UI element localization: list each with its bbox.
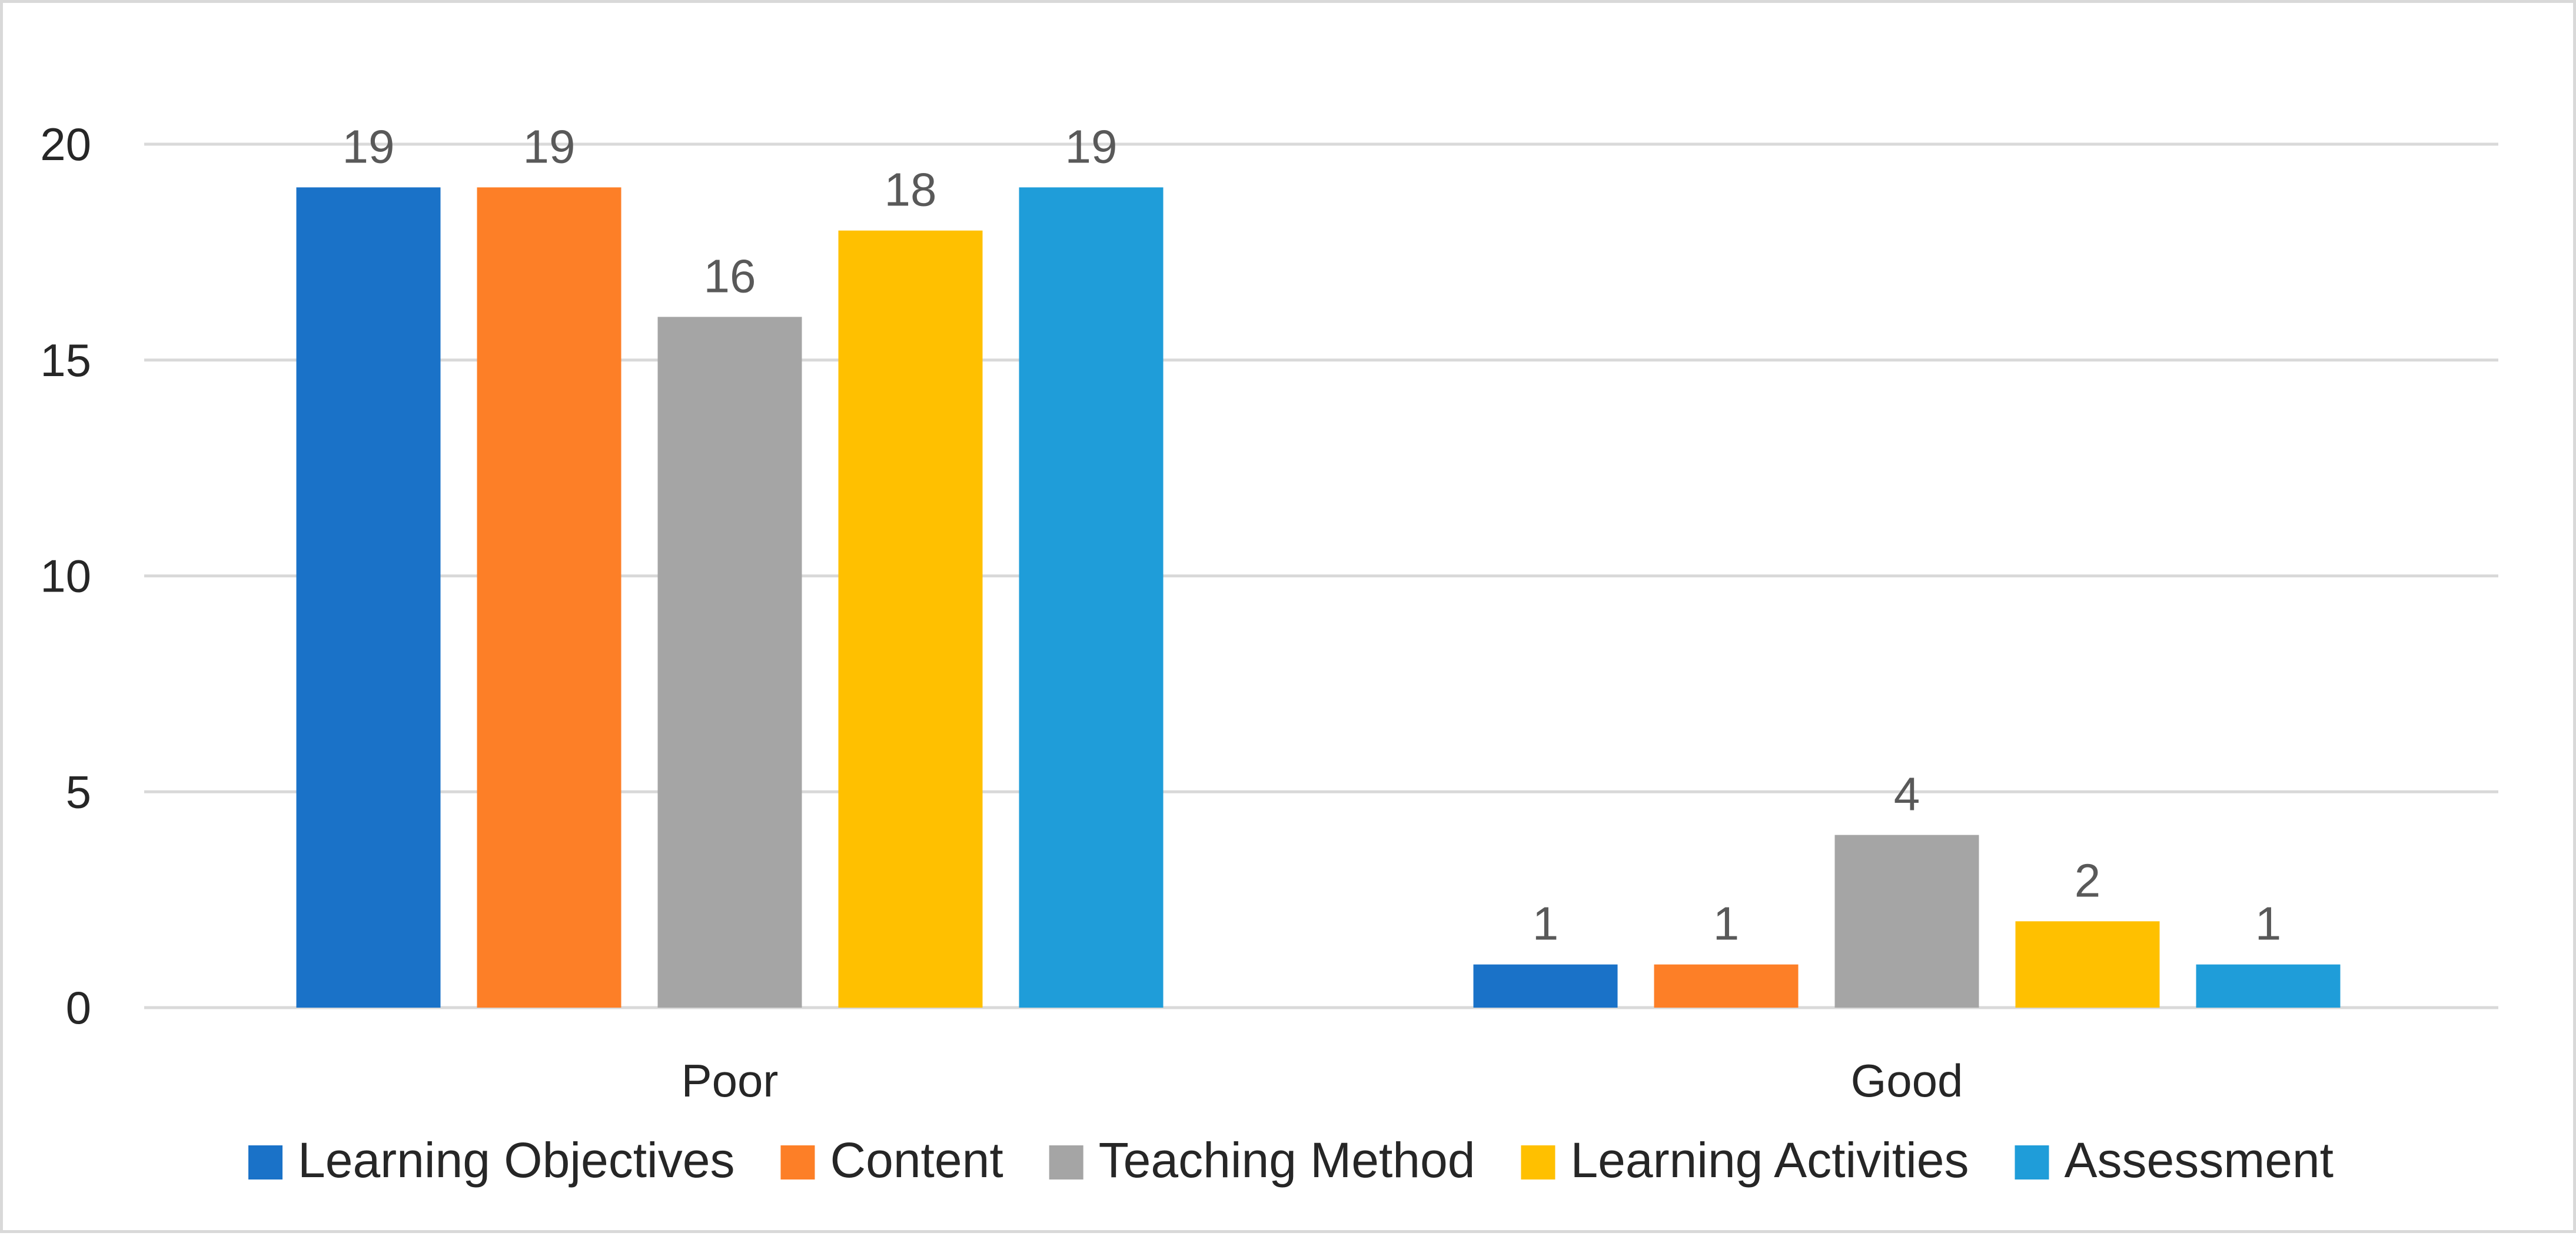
bar-poor-teaching-method — [657, 317, 802, 1008]
bar-poor-assessment — [1019, 187, 1164, 1008]
legend-label: Teaching Method — [1099, 1132, 1475, 1188]
data-label: 18 — [885, 164, 937, 216]
legend-swatch — [248, 1145, 283, 1179]
data-label: 19 — [523, 120, 576, 172]
bar-poor-learning-objectives — [296, 187, 441, 1008]
legend-label: Content — [830, 1132, 1003, 1188]
bar-poor-content — [477, 187, 621, 1008]
legend: Learning Objectives Content Teaching Metho… — [248, 1132, 2334, 1188]
data-label: 2 — [2075, 854, 2101, 906]
legend-swatch — [1049, 1145, 1083, 1179]
data-label: 19 — [343, 120, 395, 172]
data-label: 1 — [1533, 898, 1559, 950]
x-category-label: Good — [1851, 1055, 1963, 1107]
y-axis-ticks: 0 5 10 15 20 — [40, 118, 91, 1034]
x-axis-categories: Poor Good — [682, 1055, 1963, 1107]
bar-poor-learning-activities — [838, 230, 983, 1008]
legend-item-teaching-method: Teaching Method — [1049, 1132, 1475, 1188]
bar-good-teaching-method — [1834, 835, 1979, 1008]
legend-swatch — [2015, 1145, 2049, 1179]
data-label: 1 — [1713, 898, 1740, 950]
data-label: 19 — [1065, 120, 1118, 172]
legend-swatch — [780, 1145, 815, 1179]
data-labels: 19 19 16 18 19 1 1 4 2 1 — [343, 120, 2282, 949]
bars — [296, 187, 2341, 1008]
legend-label: Assessment — [2064, 1132, 2334, 1188]
y-tick-label: 10 — [40, 550, 91, 602]
legend-item-learning-activities: Learning Activities — [1521, 1132, 1969, 1188]
bar-good-learning-objectives — [1473, 964, 1618, 1008]
legend-label: Learning Activities — [1570, 1132, 1969, 1188]
y-tick-label: 5 — [66, 766, 91, 818]
data-label: 4 — [1894, 768, 1920, 820]
data-label: 1 — [2255, 898, 2282, 950]
y-tick-label: 20 — [40, 118, 91, 170]
legend-swatch — [1521, 1145, 1555, 1179]
y-tick-label: 0 — [66, 982, 91, 1034]
legend-label: Learning Objectives — [298, 1132, 734, 1188]
bar-good-content — [1654, 964, 1799, 1008]
legend-item-learning-objectives: Learning Objectives — [248, 1132, 734, 1188]
legend-item-content: Content — [780, 1132, 1003, 1188]
data-label: 16 — [704, 250, 756, 302]
bar-good-assessment — [2196, 964, 2341, 1008]
x-category-label: Poor — [682, 1055, 779, 1107]
y-tick-label: 15 — [40, 334, 91, 386]
bar-chart: 0 5 10 15 20 19 19 16 18 19 1 1 4 2 1 Poor Good Learni… — [40, 118, 2498, 1188]
legend-item-assessment: Assessment — [2015, 1132, 2334, 1188]
bar-good-learning-activities — [2015, 921, 2160, 1008]
